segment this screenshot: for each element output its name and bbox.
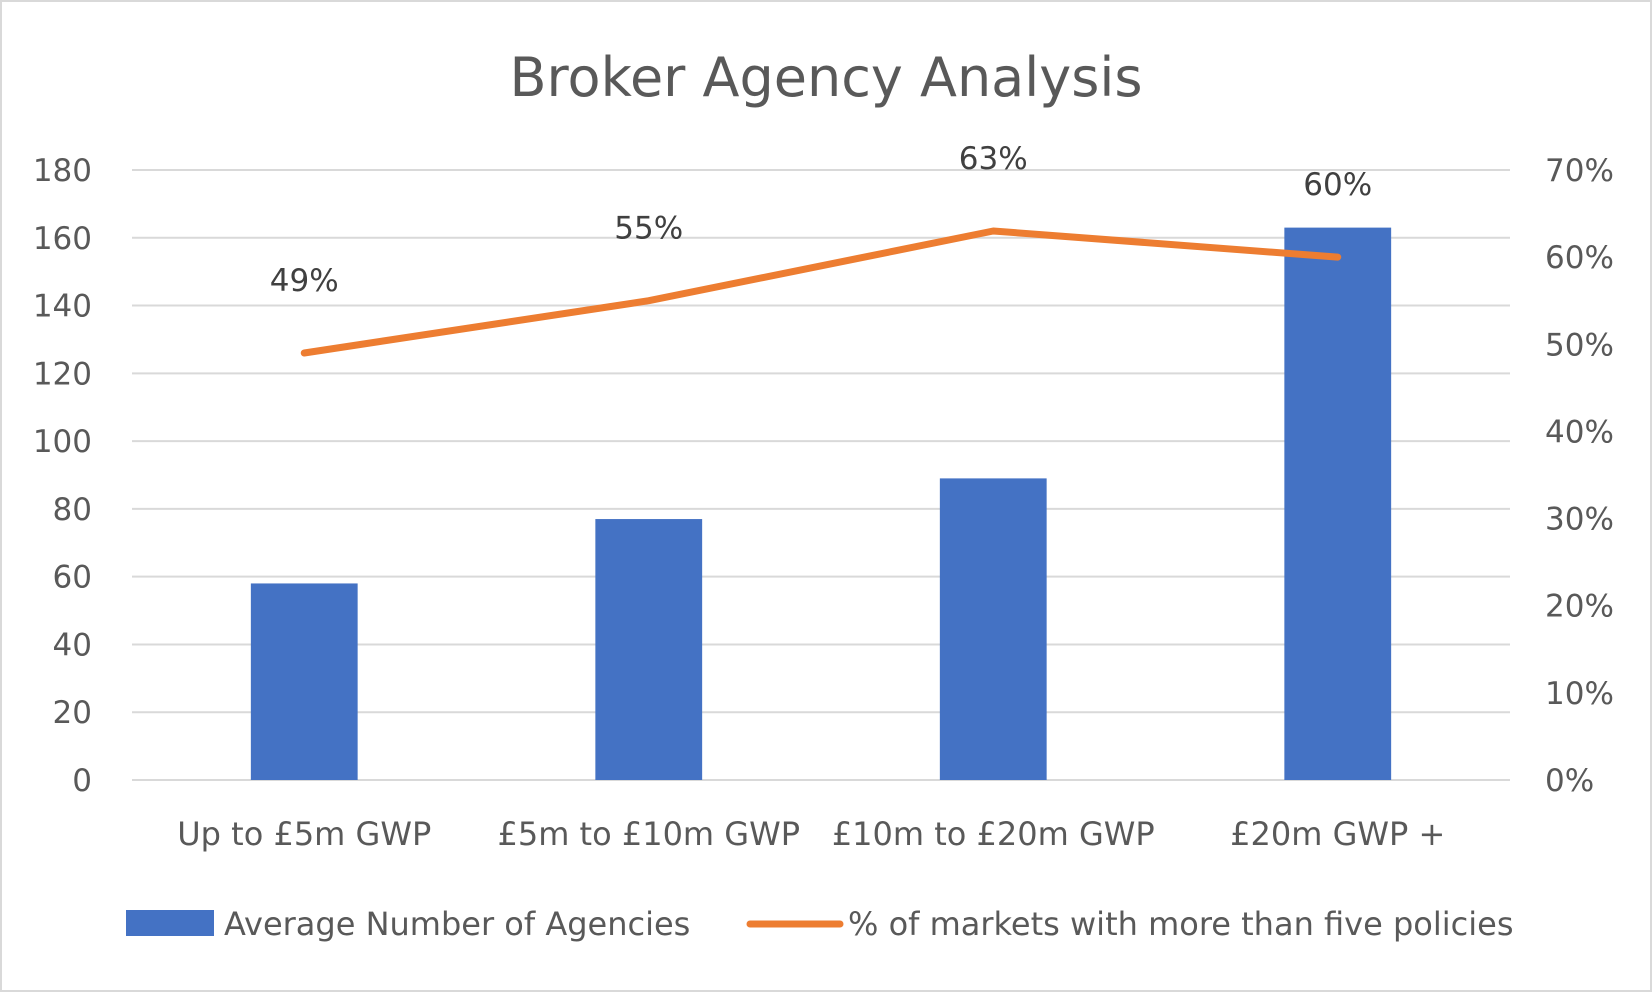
legend: Average Number of Agencies % of markets … xyxy=(126,905,1513,943)
data-labels: 49% 55% 63% 60% xyxy=(270,141,1372,299)
line-point xyxy=(1334,254,1341,261)
left-tick-label: 40 xyxy=(53,627,92,663)
legend-label-agencies: Average Number of Agencies xyxy=(224,905,690,943)
left-tick-label: 20 xyxy=(53,695,92,731)
series-line xyxy=(300,227,1342,357)
right-tick-label: 70% xyxy=(1545,153,1614,189)
line-data-label: 49% xyxy=(270,263,339,299)
left-tick-label: 140 xyxy=(33,289,92,325)
line-data-label: 55% xyxy=(614,211,683,247)
left-axis: 0 20 40 60 80 100 120 140 160 180 xyxy=(33,153,92,799)
right-tick-label: 40% xyxy=(1545,414,1614,450)
right-axis: 0% 10% 20% 30% 40% 50% 60% 70% xyxy=(1545,153,1614,799)
category-label: £10m to £20m GWP xyxy=(832,815,1155,853)
line-series xyxy=(300,227,1342,357)
left-tick-label: 0 xyxy=(72,763,92,799)
left-tick-label: 60 xyxy=(53,560,92,596)
left-tick-label: 120 xyxy=(33,356,92,392)
line-point xyxy=(645,297,652,304)
line-point xyxy=(301,350,308,356)
gridlines xyxy=(132,169,1510,781)
line-data-label: 60% xyxy=(1303,167,1372,203)
legend-swatch-agencies xyxy=(126,910,214,936)
chart-title: Broker Agency Analysis xyxy=(510,46,1143,109)
bar xyxy=(1284,227,1392,781)
line-data-label: 63% xyxy=(959,141,1028,177)
right-tick-label: 60% xyxy=(1545,240,1614,276)
category-label: £5m to £10m GWP xyxy=(497,815,800,853)
right-tick-label: 30% xyxy=(1545,502,1614,538)
bar xyxy=(939,478,1047,780)
right-tick-label: 20% xyxy=(1545,589,1614,625)
category-axis: Up to £5m GWP £5m to £10m GWP £10m to £20m… xyxy=(177,815,1445,853)
right-tick-label: 0% xyxy=(1545,763,1594,799)
bar-series xyxy=(250,227,1392,781)
right-tick-label: 10% xyxy=(1545,676,1614,712)
left-tick-label: 100 xyxy=(33,424,92,460)
left-tick-label: 180 xyxy=(33,153,92,189)
bar xyxy=(250,583,358,780)
line-point xyxy=(990,228,997,234)
category-label: £20m GWP + xyxy=(1230,815,1445,853)
legend-label-markets: % of markets with more than five policie… xyxy=(848,905,1513,943)
left-tick-label: 160 xyxy=(33,221,92,257)
category-label: Up to £5m GWP xyxy=(177,815,431,853)
right-tick-label: 50% xyxy=(1545,327,1614,363)
left-tick-label: 80 xyxy=(53,492,92,528)
bar xyxy=(595,519,703,780)
